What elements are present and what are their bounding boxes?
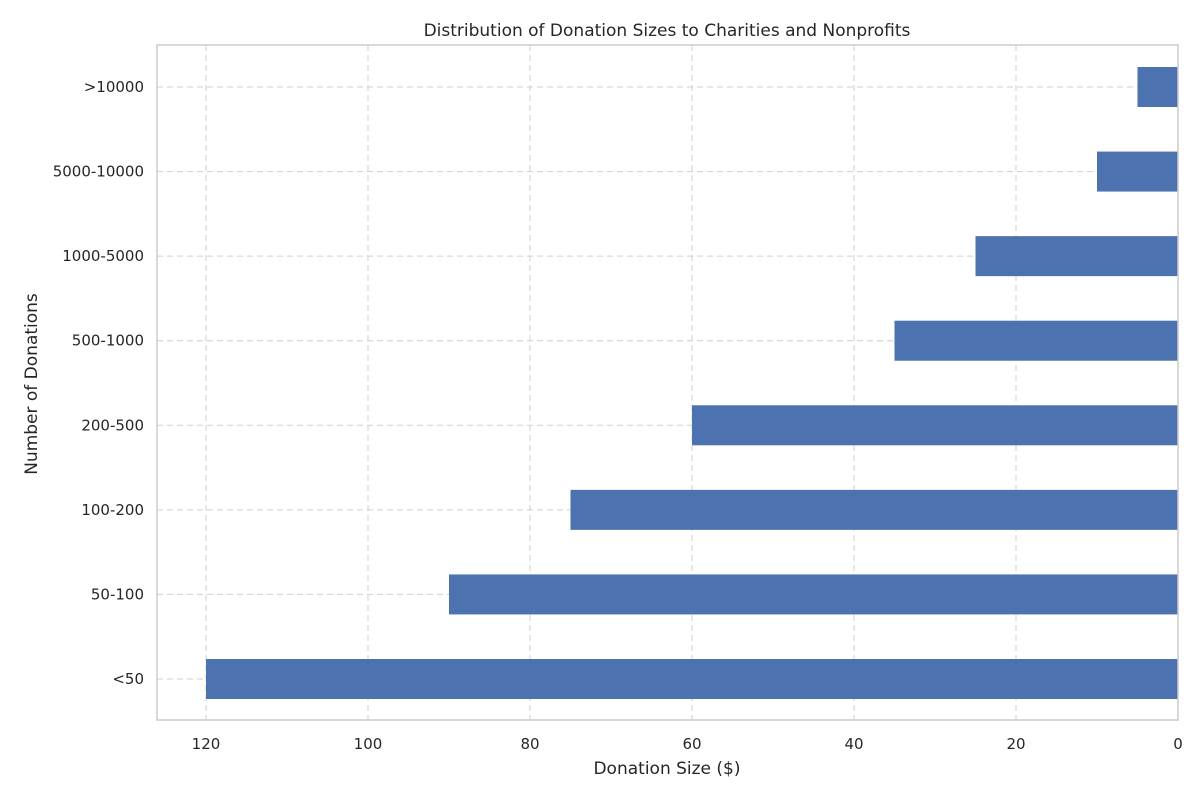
x-tick-labels: 120 100 80 60 40 20 0 xyxy=(192,735,1183,753)
bar-100-200 xyxy=(570,489,1178,530)
x-tick-label: 40 xyxy=(844,735,863,753)
y-tick-label: 100-200 xyxy=(81,501,144,519)
bar-5000-10000 xyxy=(1097,151,1178,192)
y-tick-label: 50-100 xyxy=(91,585,144,603)
y-axis-label: Number of Donations xyxy=(22,293,42,475)
bar-200-500 xyxy=(692,405,1178,446)
bars xyxy=(206,67,1178,699)
y-tick-label: 1000-5000 xyxy=(62,247,144,265)
y-tick-label: 500-1000 xyxy=(72,332,144,350)
y-tick-labels: <50 50-100 100-200 200-500 500-1000 1000-5000… xyxy=(53,78,144,688)
bar-500-1000 xyxy=(894,320,1178,361)
chart-title: Distribution of Donation Sizes to Charit… xyxy=(424,21,911,41)
x-tick-label: 100 xyxy=(354,735,383,753)
y-tick-label: >10000 xyxy=(84,78,144,96)
y-tick-label: 5000-10000 xyxy=(53,163,144,181)
bar-50-100 xyxy=(449,574,1178,615)
x-tick-label: 20 xyxy=(1006,735,1025,753)
x-axis-label: Donation Size ($) xyxy=(593,759,740,779)
bar-<50 xyxy=(206,659,1178,699)
plot-frame xyxy=(156,44,1179,721)
x-tick-label: 120 xyxy=(192,735,221,753)
x-tick-label: 80 xyxy=(520,735,539,753)
grid xyxy=(157,45,1179,720)
bar-1000-5000 xyxy=(975,236,1178,277)
x-tick-label: 60 xyxy=(682,735,701,753)
y-tick-label: 200-500 xyxy=(81,416,144,434)
bar->10000 xyxy=(1137,67,1178,107)
x-tick-label: 0 xyxy=(1173,735,1183,753)
y-tick-label: <50 xyxy=(112,670,144,688)
